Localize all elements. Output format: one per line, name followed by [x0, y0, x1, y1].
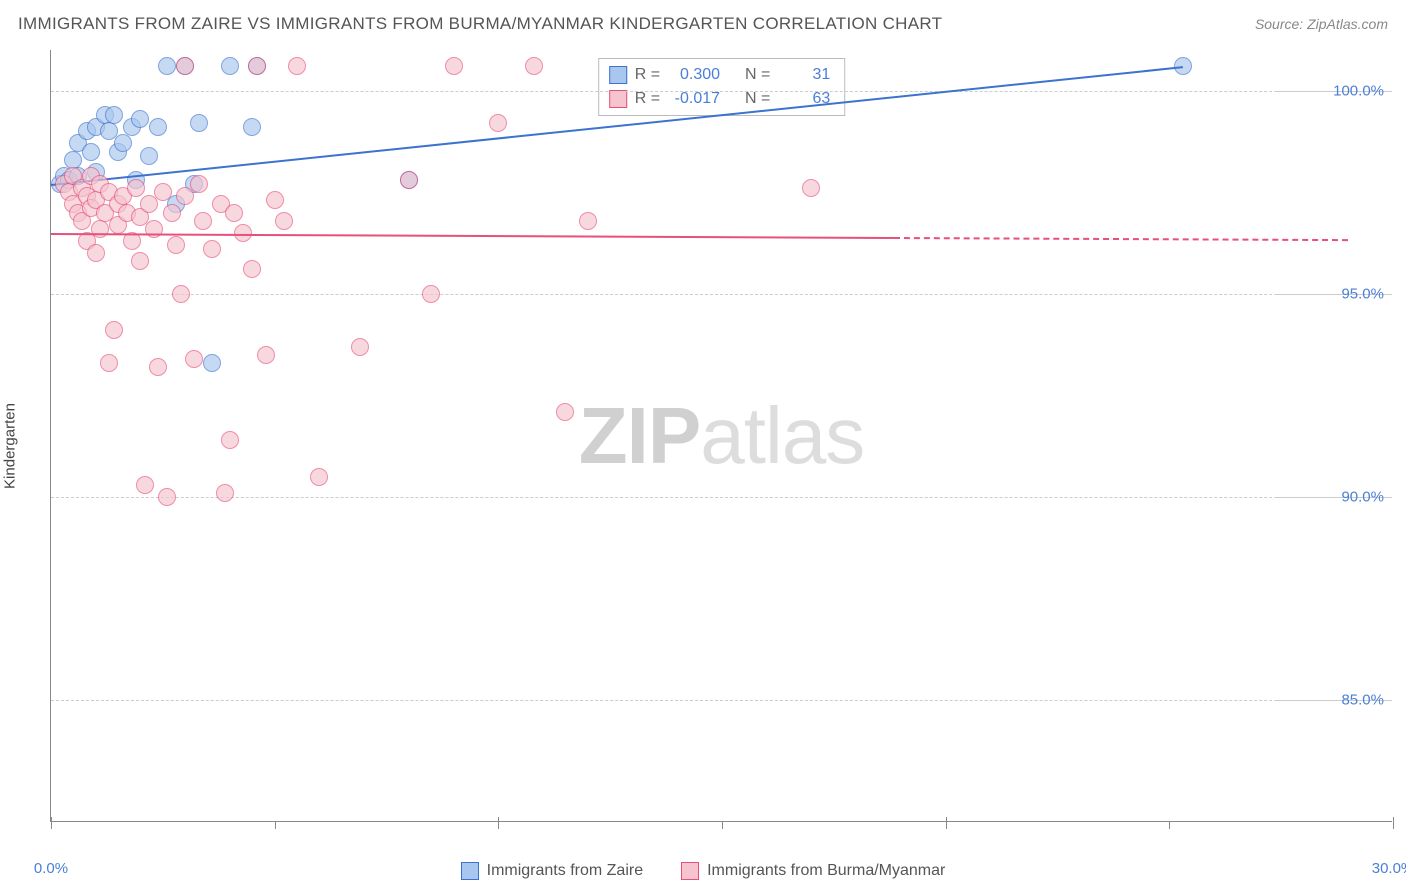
- data-point: [221, 57, 239, 75]
- data-point: [216, 484, 234, 502]
- y-tick-label: 95.0%: [1341, 285, 1384, 302]
- gridline-h: [51, 91, 1392, 92]
- data-point: [149, 358, 167, 376]
- data-point: [172, 285, 190, 303]
- data-point: [556, 403, 574, 421]
- legend-label: Immigrants from Burma/Myanmar: [707, 862, 945, 880]
- data-point: [194, 212, 212, 230]
- data-point: [158, 57, 176, 75]
- data-point: [87, 244, 105, 262]
- gridline-h: [51, 497, 1392, 498]
- plot-region: ZIPatlas R =0.300 N =31R =-0.017 N =63 8…: [50, 50, 1392, 822]
- watermark: ZIPatlas: [579, 390, 864, 482]
- legend-item: Immigrants from Burma/Myanmar: [681, 862, 945, 880]
- data-point: [525, 57, 543, 75]
- data-point: [136, 476, 154, 494]
- data-point: [127, 179, 145, 197]
- data-point: [163, 204, 181, 222]
- data-point: [131, 252, 149, 270]
- series-swatch: [609, 90, 627, 108]
- chart-area: ZIPatlas R =0.300 N =31R =-0.017 N =63 8…: [50, 50, 1392, 822]
- data-point: [100, 354, 118, 372]
- data-point: [400, 171, 418, 189]
- data-point: [203, 240, 221, 258]
- data-point: [243, 260, 261, 278]
- data-point: [154, 183, 172, 201]
- data-point: [190, 114, 208, 132]
- data-point: [243, 118, 261, 136]
- data-point: [234, 224, 252, 242]
- data-point: [149, 118, 167, 136]
- y-axis-label: Kindergarten: [2, 403, 19, 489]
- chart-title: IMMIGRANTS FROM ZAIRE VS IMMIGRANTS FROM…: [18, 14, 942, 34]
- data-point: [167, 236, 185, 254]
- data-point: [351, 338, 369, 356]
- data-point: [185, 350, 203, 368]
- data-point: [114, 134, 132, 152]
- legend-swatch: [681, 862, 699, 880]
- data-point: [266, 191, 284, 209]
- data-point: [82, 143, 100, 161]
- data-point: [221, 431, 239, 449]
- data-point: [158, 488, 176, 506]
- series-swatch: [609, 66, 627, 84]
- data-point: [445, 57, 463, 75]
- gridline-h: [51, 294, 1392, 295]
- data-point: [176, 57, 194, 75]
- data-point: [310, 468, 328, 486]
- data-point: [105, 106, 123, 124]
- data-point: [489, 114, 507, 132]
- data-point: [802, 179, 820, 197]
- y-tick-label: 85.0%: [1341, 692, 1384, 709]
- data-point: [105, 321, 123, 339]
- legend-swatch: [461, 862, 479, 880]
- data-point: [579, 212, 597, 230]
- legend-label: Immigrants from Zaire: [487, 862, 643, 880]
- gridline-h: [51, 700, 1392, 701]
- y-tick-label: 100.0%: [1333, 82, 1384, 99]
- stats-box: R =0.300 N =31R =-0.017 N =63: [598, 58, 846, 116]
- data-point: [190, 175, 208, 193]
- legend-item: Immigrants from Zaire: [461, 862, 643, 880]
- y-tick-label: 90.0%: [1341, 488, 1384, 505]
- data-point: [422, 285, 440, 303]
- data-point: [140, 147, 158, 165]
- trend-line-dashed: [894, 237, 1348, 241]
- data-point: [257, 346, 275, 364]
- data-point: [275, 212, 293, 230]
- data-point: [225, 204, 243, 222]
- data-point: [248, 57, 266, 75]
- data-point: [288, 57, 306, 75]
- legend: Immigrants from Zaire Immigrants from Bur…: [0, 862, 1406, 880]
- stats-row: R =0.300 N =31: [609, 63, 831, 87]
- source-label: Source: ZipAtlas.com: [1255, 16, 1388, 32]
- data-point: [131, 110, 149, 128]
- data-point: [203, 354, 221, 372]
